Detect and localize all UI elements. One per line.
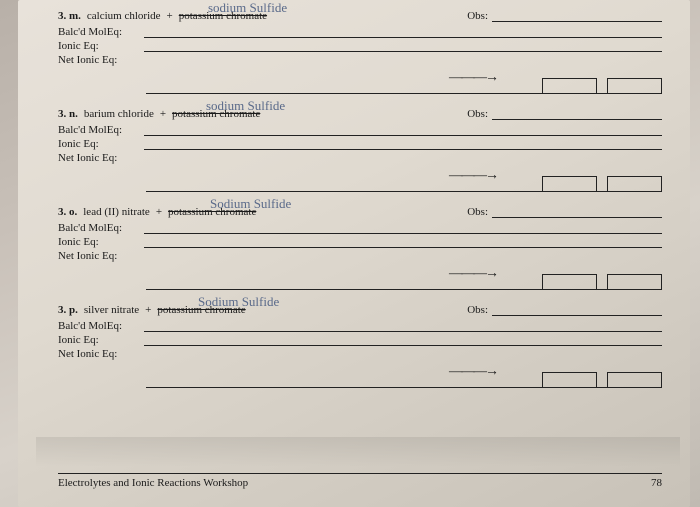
product-box-2[interactable] <box>607 274 662 290</box>
plus-sign: + <box>145 304 151 316</box>
equation-label: Ionic Eq: <box>58 138 138 150</box>
equation-label: Balc'd MolEq: <box>58 26 138 38</box>
equation-blank-line[interactable] <box>144 26 662 38</box>
equation-row: Ionic Eq: <box>58 334 662 346</box>
obs-label: Obs: <box>467 206 488 218</box>
reaction-arrow-icon: ———→ <box>449 70 497 86</box>
problems-container: sodium Sulfide3. m.calcium chloride +pot… <box>58 10 662 388</box>
product-box-1[interactable] <box>542 78 597 94</box>
problem-block: Sodium Sulfide3. p.silver nitrate +potas… <box>58 304 662 388</box>
obs-label: Obs: <box>467 10 488 22</box>
equation-row: Ionic Eq: <box>58 236 662 248</box>
observation-wrap: Obs: <box>467 206 662 218</box>
problem-header: sodium Sulfide3. m.calcium chloride +pot… <box>58 10 662 22</box>
problem-header: Sodium Sulfide3. p.silver nitrate +potas… <box>58 304 662 316</box>
reaction-arrow-icon: ———→ <box>449 364 497 380</box>
product-box-2[interactable] <box>607 372 662 388</box>
handwritten-correction: Sodium Sulfide <box>210 196 291 212</box>
question-number: 3. p. <box>58 304 78 316</box>
net-ionic-diagram: ———→ <box>146 362 662 388</box>
obs-label: Obs: <box>467 304 488 316</box>
problem-header: sodium Sulfide3. n.barium chloride +pota… <box>58 108 662 120</box>
equation-label: Balc'd MolEq: <box>58 124 138 136</box>
equation-row: Ionic Eq: <box>58 138 662 150</box>
handwritten-correction: sodium Sulfide <box>206 98 285 114</box>
obs-blank-line[interactable] <box>492 10 662 22</box>
obs-blank-line[interactable] <box>492 108 662 120</box>
footer-title: Electrolytes and Ionic Reactions Worksho… <box>58 477 248 489</box>
equation-label: Ionic Eq: <box>58 40 138 52</box>
handwritten-correction: sodium Sulfide <box>208 0 287 16</box>
obs-blank-line[interactable] <box>492 206 662 218</box>
equation-row: Net Ionic Eq: <box>58 250 662 262</box>
equation-blank-line[interactable] <box>144 138 662 150</box>
problem-header: Sodium Sulfide3. o.lead (II) nitrate +po… <box>58 206 662 218</box>
reactant-one: silver nitrate <box>84 304 139 316</box>
equation-label: Balc'd MolEq: <box>58 320 138 332</box>
plus-sign: + <box>156 206 162 218</box>
equation-blank-line[interactable] <box>144 320 662 332</box>
product-box-2[interactable] <box>607 78 662 94</box>
observation-wrap: Obs: <box>467 108 662 120</box>
page-footer: Electrolytes and Ionic Reactions Worksho… <box>58 473 662 489</box>
question-number: 3. n. <box>58 108 78 120</box>
equation-blank-line[interactable] <box>144 334 662 346</box>
page-number: 78 <box>651 477 662 489</box>
equation-row: Balc'd MolEq: <box>58 320 662 332</box>
equation-row: Balc'd MolEq: <box>58 222 662 234</box>
obs-blank-line[interactable] <box>492 304 662 316</box>
equation-label: Ionic Eq: <box>58 334 138 346</box>
worksheet-sheet: sodium Sulfide3. m.calcium chloride +pot… <box>18 0 690 507</box>
equation-blank-line[interactable] <box>144 40 662 52</box>
equation-row: Ionic Eq: <box>58 40 662 52</box>
equation-label: Balc'd MolEq: <box>58 222 138 234</box>
equation-label: Net Ionic Eq: <box>58 54 138 66</box>
equation-row: Net Ionic Eq: <box>58 348 662 360</box>
equation-row: Net Ionic Eq: <box>58 152 662 164</box>
net-ionic-diagram: ———→ <box>146 264 662 290</box>
product-box-1[interactable] <box>542 176 597 192</box>
problem-block: sodium Sulfide3. m.calcium chloride +pot… <box>58 10 662 94</box>
equation-blank-line[interactable] <box>144 236 662 248</box>
equation-label: Net Ionic Eq: <box>58 250 138 262</box>
plus-sign: + <box>160 108 166 120</box>
net-ionic-diagram: ———→ <box>146 68 662 94</box>
reaction-arrow-icon: ———→ <box>449 168 497 184</box>
reaction-arrow-icon: ———→ <box>449 266 497 282</box>
equation-label: Ionic Eq: <box>58 236 138 248</box>
observation-wrap: Obs: <box>467 10 662 22</box>
reactant-one: barium chloride <box>84 108 154 120</box>
problem-block: sodium Sulfide3. n.barium chloride +pota… <box>58 108 662 192</box>
question-number: 3. m. <box>58 10 81 22</box>
equation-row: Balc'd MolEq: <box>58 124 662 136</box>
plus-sign: + <box>167 10 173 22</box>
product-box-1[interactable] <box>542 274 597 290</box>
product-box-1[interactable] <box>542 372 597 388</box>
equation-label: Net Ionic Eq: <box>58 152 138 164</box>
handwritten-correction: Sodium Sulfide <box>198 294 279 310</box>
obs-label: Obs: <box>467 108 488 120</box>
equation-blank-line[interactable] <box>144 222 662 234</box>
reactant-one: lead (II) nitrate <box>83 206 150 218</box>
paper-shadow <box>36 437 680 467</box>
equation-label: Net Ionic Eq: <box>58 348 138 360</box>
equation-blank-line[interactable] <box>144 124 662 136</box>
reactant-one: calcium chloride <box>87 10 161 22</box>
equation-row: Balc'd MolEq: <box>58 26 662 38</box>
product-box-2[interactable] <box>607 176 662 192</box>
equation-row: Net Ionic Eq: <box>58 54 662 66</box>
observation-wrap: Obs: <box>467 304 662 316</box>
problem-block: Sodium Sulfide3. o.lead (II) nitrate +po… <box>58 206 662 290</box>
question-number: 3. o. <box>58 206 77 218</box>
net-ionic-diagram: ———→ <box>146 166 662 192</box>
